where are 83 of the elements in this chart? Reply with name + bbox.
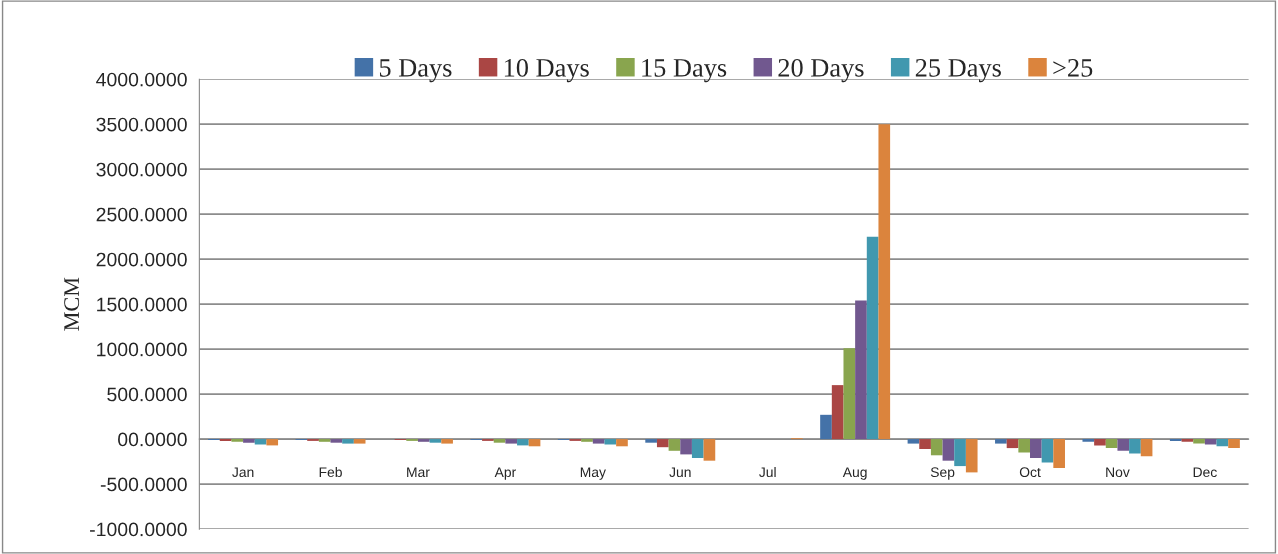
- bar: [231, 439, 244, 442]
- bar: [919, 439, 931, 449]
- bar: [1193, 439, 1205, 444]
- bar: [691, 439, 704, 458]
- bar: [517, 439, 529, 446]
- bar: [831, 385, 844, 440]
- bar: [604, 439, 617, 445]
- bar: [1030, 439, 1042, 458]
- legend-label: 25 Days: [915, 58, 1001, 83]
- bar: [1228, 439, 1240, 449]
- bar: [820, 414, 832, 440]
- bar: [995, 439, 1007, 444]
- x-tick-label: Jul: [759, 466, 776, 478]
- x-tick-label: Dec: [1193, 467, 1217, 478]
- legend-label: >25: [1053, 58, 1093, 77]
- y-tick-label: -500.0000: [100, 477, 187, 492]
- y-tick-label: 1000.0000: [97, 342, 187, 357]
- bar: [954, 439, 966, 467]
- bar: [1018, 439, 1031, 453]
- bar: [1140, 439, 1153, 457]
- bar: [1094, 439, 1106, 446]
- bar: [493, 439, 506, 443]
- bar: [1082, 439, 1095, 442]
- x-tick-label: Jan: [232, 467, 254, 478]
- bar: [1181, 439, 1194, 442]
- bar: [930, 439, 943, 456]
- bar: [866, 236, 879, 440]
- x-tick-label: Sep: [930, 467, 955, 480]
- y-tick-label: 500.0000: [107, 387, 187, 402]
- bar: [581, 439, 593, 442]
- bar: [505, 439, 518, 444]
- bar: [318, 439, 331, 442]
- x-tick-label: Aug: [842, 467, 867, 480]
- legend-label: 10 Days: [504, 58, 589, 83]
- bar: [878, 124, 891, 440]
- y-tick-label: 1500.0000: [97, 297, 187, 312]
- bar: [342, 439, 354, 444]
- bar: [680, 439, 692, 455]
- bar: [843, 348, 856, 440]
- bar: [441, 439, 453, 444]
- y-tick-label: 3500.0000: [96, 117, 187, 132]
- bar: [266, 439, 279, 446]
- bar: [429, 439, 442, 443]
- bar: [942, 439, 955, 461]
- y-tick-label: 00.0000: [118, 432, 187, 447]
- bar: [855, 300, 867, 440]
- x-tick-label: Oct: [1019, 467, 1041, 478]
- x-tick-label: Jun: [669, 467, 691, 478]
- y-tick-label: 2500.0000: [96, 207, 187, 222]
- x-tick-label: Feb: [319, 466, 342, 478]
- bar: [1006, 439, 1019, 449]
- bar: [1117, 439, 1130, 451]
- bar: [1216, 439, 1229, 447]
- y-axis-title: MCM: [64, 277, 80, 331]
- bar: [645, 439, 657, 443]
- y-tick-label: -1000.0000: [90, 522, 187, 537]
- bar: [330, 439, 343, 443]
- bar: [668, 439, 681, 451]
- bar: [353, 439, 366, 444]
- legend-label: 5 Days: [379, 59, 452, 83]
- bar: [1105, 439, 1118, 449]
- bar: [417, 439, 430, 442]
- legend-label: 20 Days: [778, 58, 864, 83]
- x-tick-label: Nov: [1106, 467, 1130, 478]
- bar: [1053, 439, 1065, 468]
- bar: [1041, 439, 1054, 463]
- bar: [1204, 439, 1217, 445]
- x-tick-label: May: [580, 467, 606, 480]
- y-tick-label: 4000.0000: [96, 72, 187, 87]
- legend-label: 15 Days: [642, 59, 727, 83]
- bar: [243, 439, 255, 443]
- y-tick-label: 3000.0000: [96, 162, 187, 177]
- bar: [592, 439, 605, 444]
- x-tick-label: Apr: [494, 467, 516, 480]
- bar: [656, 439, 669, 448]
- bar: [907, 439, 920, 444]
- y-tick-label: 2000.0000: [96, 252, 187, 267]
- x-tick-label: Mar: [407, 467, 430, 478]
- bar: [965, 439, 978, 473]
- bar: [616, 439, 628, 447]
- bar: [1129, 439, 1141, 454]
- bar: [528, 439, 541, 447]
- bar: [703, 439, 716, 461]
